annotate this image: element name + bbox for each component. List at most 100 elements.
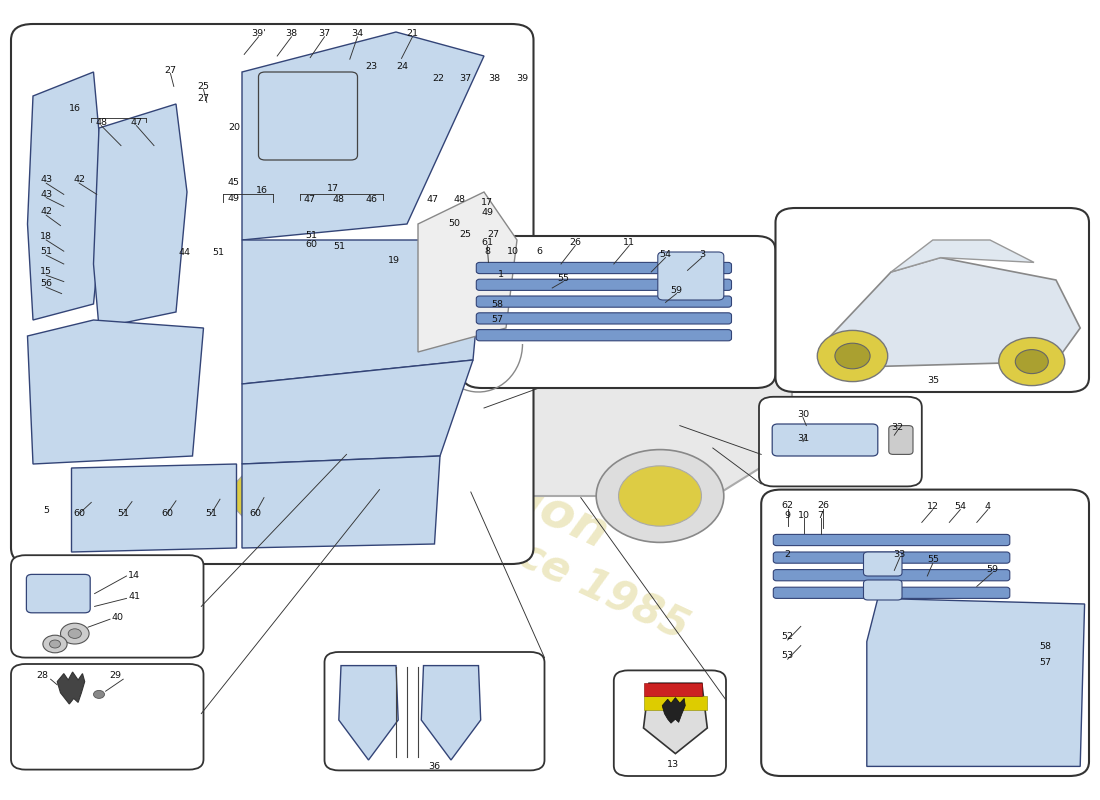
Polygon shape — [867, 598, 1085, 766]
Text: 54: 54 — [660, 250, 671, 259]
Text: 9: 9 — [784, 510, 791, 520]
Circle shape — [618, 466, 702, 526]
Text: 19: 19 — [388, 256, 399, 266]
Polygon shape — [644, 696, 707, 710]
FancyBboxPatch shape — [776, 208, 1089, 392]
FancyBboxPatch shape — [11, 664, 204, 770]
Text: 17: 17 — [328, 184, 339, 194]
Text: 33: 33 — [893, 550, 906, 559]
Text: 61: 61 — [482, 238, 493, 247]
Text: 8: 8 — [484, 247, 491, 257]
FancyBboxPatch shape — [11, 24, 534, 564]
Circle shape — [50, 640, 60, 648]
Text: 51: 51 — [206, 509, 217, 518]
FancyBboxPatch shape — [864, 552, 902, 576]
Text: 51: 51 — [333, 242, 344, 251]
Polygon shape — [891, 240, 1034, 272]
Text: 49: 49 — [482, 208, 493, 218]
Text: 3: 3 — [698, 250, 705, 259]
Circle shape — [43, 635, 67, 653]
FancyBboxPatch shape — [773, 570, 1010, 581]
Text: 51: 51 — [212, 248, 223, 258]
Polygon shape — [28, 72, 105, 320]
FancyBboxPatch shape — [773, 587, 1010, 598]
Text: 36: 36 — [428, 762, 441, 771]
Text: 32: 32 — [891, 422, 904, 432]
Text: 29: 29 — [110, 671, 121, 681]
Text: 10: 10 — [507, 247, 518, 257]
Polygon shape — [242, 32, 484, 240]
Text: 10: 10 — [799, 510, 810, 520]
Text: 37: 37 — [318, 29, 331, 38]
Text: 52: 52 — [782, 632, 793, 642]
FancyBboxPatch shape — [11, 555, 204, 658]
Text: 54: 54 — [955, 502, 966, 511]
Text: 23: 23 — [365, 62, 378, 71]
Text: 16: 16 — [69, 104, 80, 114]
Text: 55: 55 — [558, 274, 569, 283]
Circle shape — [999, 338, 1065, 386]
Polygon shape — [644, 683, 707, 754]
FancyBboxPatch shape — [476, 330, 732, 341]
FancyBboxPatch shape — [476, 262, 732, 274]
Text: 17: 17 — [482, 198, 493, 207]
Text: 38: 38 — [285, 29, 298, 38]
FancyBboxPatch shape — [773, 552, 1010, 563]
Text: 39': 39' — [251, 29, 266, 38]
Text: 46: 46 — [366, 195, 377, 205]
Text: 59: 59 — [987, 565, 998, 574]
FancyBboxPatch shape — [761, 490, 1089, 776]
FancyBboxPatch shape — [462, 236, 776, 388]
Text: 27: 27 — [165, 66, 176, 75]
Text: 47: 47 — [304, 195, 315, 205]
Text: 58: 58 — [1040, 642, 1050, 651]
Text: 25: 25 — [198, 82, 209, 91]
FancyBboxPatch shape — [476, 296, 732, 307]
Polygon shape — [418, 192, 517, 352]
Text: 58: 58 — [492, 300, 503, 310]
Text: 59: 59 — [671, 286, 682, 295]
Text: 28: 28 — [36, 671, 47, 681]
Text: 16: 16 — [256, 186, 267, 195]
Text: 1: 1 — [497, 270, 504, 279]
FancyBboxPatch shape — [614, 670, 726, 776]
Text: 27: 27 — [487, 230, 498, 239]
Circle shape — [232, 465, 318, 527]
Text: 48: 48 — [96, 118, 107, 127]
Text: 42: 42 — [41, 207, 52, 217]
Polygon shape — [72, 464, 236, 552]
Text: 14: 14 — [129, 571, 140, 581]
Text: 12: 12 — [927, 502, 938, 511]
Text: 4: 4 — [984, 502, 991, 511]
Text: 57: 57 — [1040, 658, 1050, 667]
Text: 60: 60 — [306, 240, 317, 250]
Polygon shape — [57, 672, 85, 704]
Polygon shape — [418, 288, 572, 336]
Text: since 1985: since 1985 — [449, 504, 695, 648]
Text: 2: 2 — [784, 550, 791, 559]
Text: 41: 41 — [129, 592, 140, 602]
Polygon shape — [662, 698, 685, 723]
Text: 51: 51 — [306, 231, 317, 241]
Text: 31: 31 — [796, 434, 810, 443]
Text: 25: 25 — [460, 230, 471, 239]
Polygon shape — [644, 683, 702, 696]
FancyBboxPatch shape — [864, 580, 902, 600]
Text: 5: 5 — [43, 506, 50, 515]
Text: 26: 26 — [570, 238, 581, 247]
Text: 49: 49 — [228, 194, 239, 203]
FancyBboxPatch shape — [26, 574, 90, 613]
Text: 43: 43 — [40, 175, 53, 185]
Polygon shape — [830, 258, 1080, 366]
Circle shape — [94, 690, 104, 698]
Text: 43: 43 — [40, 190, 53, 199]
FancyBboxPatch shape — [476, 279, 732, 290]
Polygon shape — [421, 666, 481, 760]
Text: 53: 53 — [781, 651, 794, 661]
Polygon shape — [242, 360, 473, 464]
Polygon shape — [94, 104, 187, 328]
Text: 50: 50 — [449, 219, 460, 229]
Polygon shape — [154, 288, 792, 496]
Text: 60: 60 — [250, 509, 261, 518]
Text: 51: 51 — [41, 247, 52, 257]
